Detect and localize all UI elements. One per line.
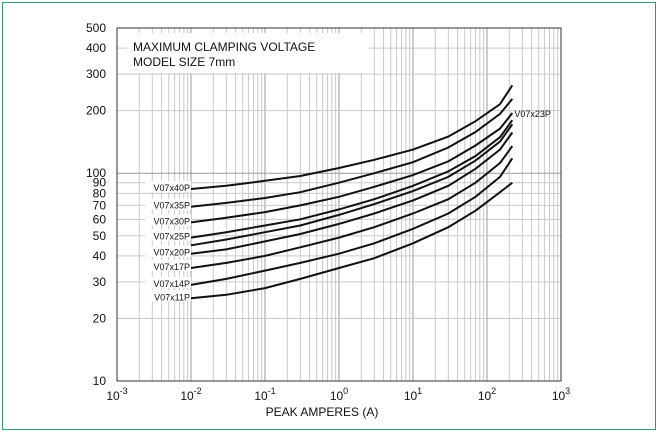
y-tick-label: 60 [93,212,107,226]
series-label: V07x35P [153,201,190,211]
series-label-bg [145,180,191,192]
y-tick-label: 90 [93,176,107,190]
series-label-bg [145,198,191,210]
y-tick-label: 300 [86,67,106,81]
series-label: V07x17P [153,262,190,272]
x-tick-label: 10-2 [180,386,201,403]
y-tick-label: 40 [93,249,107,263]
y-tick-label: 10 [93,374,107,388]
title-box [127,33,369,73]
series-line-v07x14p [190,157,514,286]
series-label: V07x25P [153,232,190,242]
series-line-v07x25p [190,119,514,239]
series-label: V07x23P [514,109,551,119]
series-label-bg [145,290,191,302]
series-labels: V07x40P V07x35P V07x30P V07x25P V07x23P V07x2… [145,109,551,302]
x-axis-label: PEAK AMPERES (A) [266,405,379,419]
series-label: V07x30P [153,216,190,226]
x-tick-label: 103 [552,386,570,403]
y-tick-label: 200 [86,104,106,118]
series-label: V07x14P [153,279,190,289]
series-line-v07x30p [190,112,514,224]
chart-title: MAXIMUM CLAMPING VOLTAGE [133,40,315,54]
y-tick-label: 100 [86,166,106,180]
y-tick-label: 20 [93,311,107,325]
x-tick-label: 101 [404,386,422,403]
y-tick-label: 70 [93,198,107,212]
series-line-v07x35p [190,98,514,208]
series-line-v07x17p [190,145,514,269]
series-line-v07x20p [190,131,514,255]
series-label: V07x20P [153,248,190,258]
series-line-v07x11p [190,181,513,300]
y-tick-label: 80 [93,186,107,200]
chart-subtitle: MODEL SIZE 7mm [133,55,235,69]
x-tick-label: 102 [478,386,496,403]
y-tick-label: 500 [86,21,106,35]
series-label: V07x11P [154,292,190,302]
series-label-bg [145,214,191,226]
series-label-bg [145,229,191,241]
series-lines [190,84,514,300]
y-tick-label: 400 [86,41,106,55]
x-tick-label: 10-1 [254,386,275,403]
x-tick-labels: 10-3 10-2 10-1 100 101 102 103 [106,386,570,403]
plot-border [116,27,562,382]
series-line-v07x40p [190,84,514,190]
x-tick-label: 10-3 [106,386,127,403]
chart-frame [2,2,656,430]
series-label-bg [145,245,191,257]
series-label-bg [145,259,191,271]
series-label: V07x40P [153,183,190,193]
series-line-v07x23p [190,123,514,247]
x-tick-label: 100 [330,386,348,403]
y-tick-label: 50 [93,229,107,243]
series-label-bg [145,276,191,288]
y-tick-label: 30 [93,275,107,289]
